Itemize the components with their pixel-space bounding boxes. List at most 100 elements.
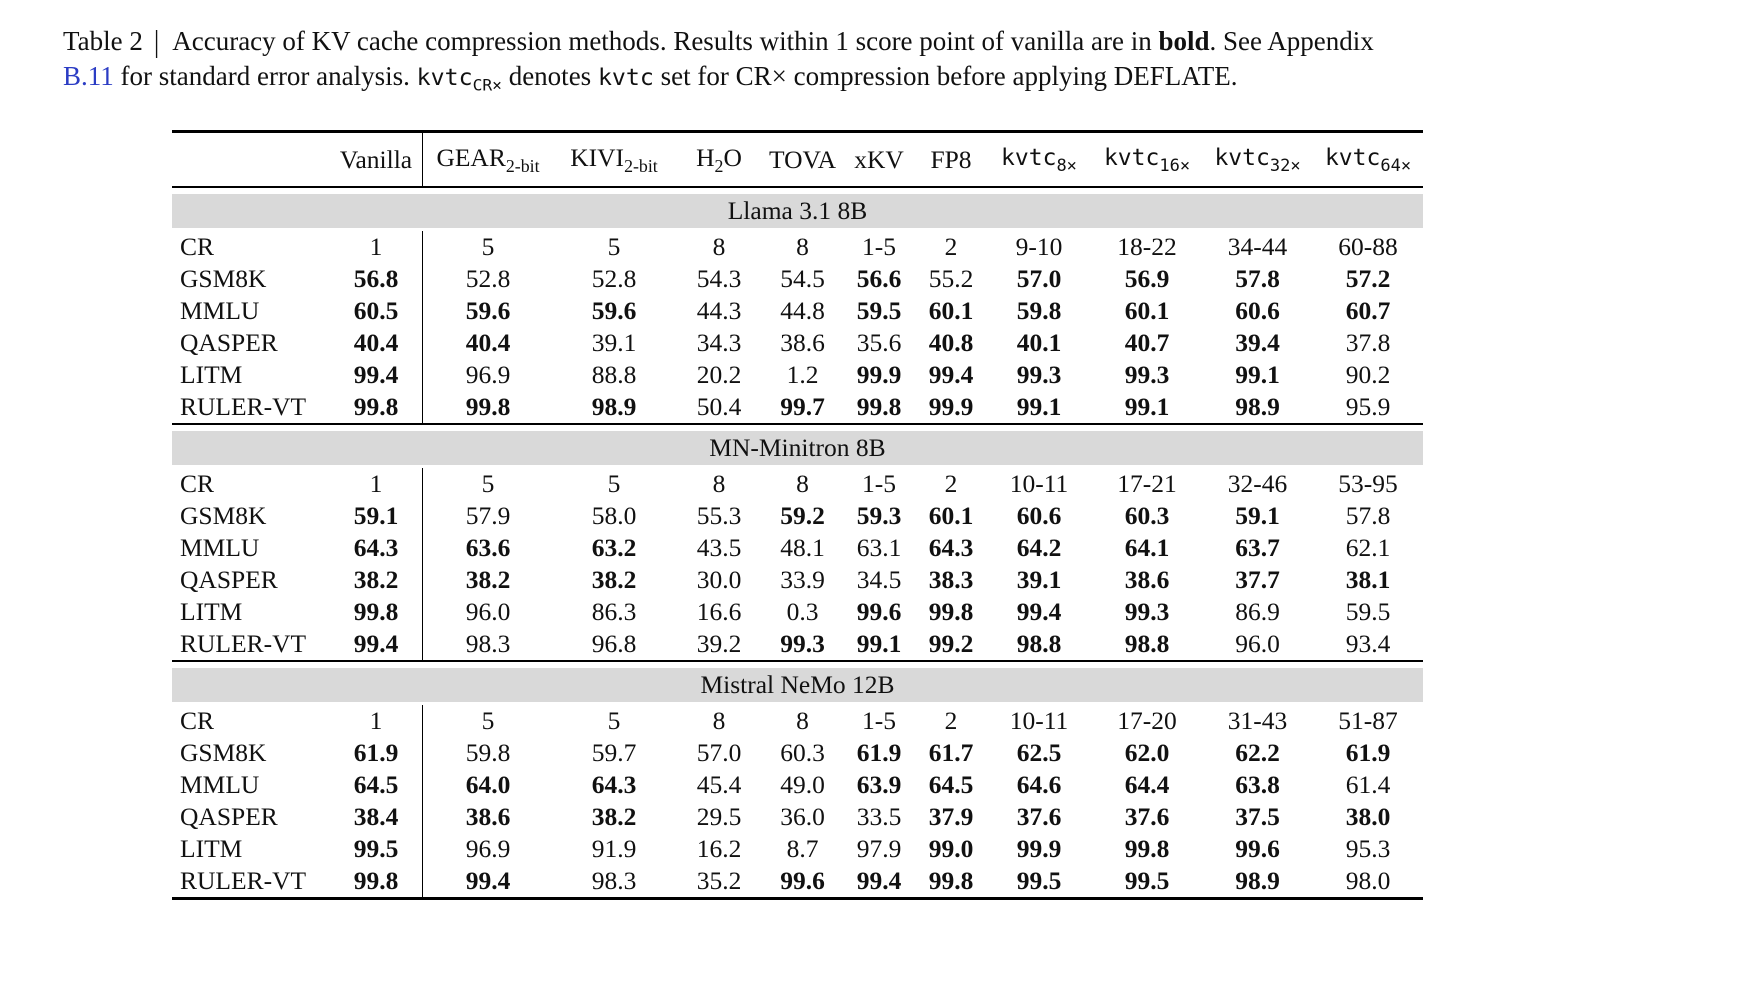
data-cell: 36.0 [780,802,825,832]
data-cell: 60.1 [928,501,974,531]
column-header-text: O [723,143,742,173]
data-cell: 33.9 [780,565,825,595]
column-header: kvtc16× [1092,131,1202,189]
data-cell: 38.2 [465,565,511,595]
row-label: GSM8K [180,501,267,531]
data-cell: 57.9 [465,501,511,531]
table-row: RULER-VT 99.8 99.4 98.3 35.2 99.6 99.4 99.8 99.5… [172,865,1423,899]
column-header-text: kvtc [1214,144,1270,171]
data-cell: 44.3 [696,296,742,326]
data-cell: 59.2 [780,501,825,531]
data-cell: 99.3 [1124,597,1170,627]
data-cell: 44.8 [780,296,825,326]
data-cell: 86.3 [591,597,637,627]
data-cell: 99.1 [1235,360,1280,390]
caption-line-1: Table 2 | Accuracy of KV cache compression… [63,24,1688,59]
data-cell: 43.5 [696,533,742,563]
data-cell: 98.8 [1016,629,1062,659]
data-cell: 98.9 [1235,866,1280,896]
data-cell: 29.5 [696,802,742,832]
data-cell: 64.5 [330,769,423,802]
data-cell: 38.4 [330,801,423,834]
data-cell: 59.6 [591,296,637,326]
data-cell: 2 [944,706,958,736]
data-cell: 40.4 [465,328,511,358]
section-band-row: Llama 3.1 8B [172,187,1423,231]
data-cell: 99.1 [1124,392,1170,422]
table-row: RULER-VT 99.8 99.8 98.9 50.4 99.7 99.8 99.9 99.1… [172,391,1423,425]
row-label: RULER-VT [180,629,307,659]
data-cell: 1-5 [862,232,896,262]
data-cell: 48.1 [780,533,825,563]
column-header-text: kvtc [1103,144,1160,171]
data-cell: 33.5 [856,802,902,832]
column-header-subscript: 2-bit [505,156,540,177]
data-cell: 99.5 [330,833,423,866]
data-cell: 30.0 [696,565,742,595]
data-cell: 99.2 [928,629,974,659]
row-label: QASPER [180,328,278,358]
caption-text: . See Appendix [1209,26,1374,56]
data-cell: 1 [330,705,423,738]
data-cell: 38.1 [1345,565,1391,595]
data-cell: 52.8 [591,264,637,294]
data-cell: 96.0 [1235,629,1280,659]
data-cell: 64.0 [465,770,511,800]
data-cell: 60.3 [1124,501,1170,531]
data-cell: 38.2 [591,802,637,832]
data-cell: 98.8 [1124,629,1170,659]
data-cell: 59.5 [1345,597,1391,627]
caption-separator: | [153,23,160,59]
column-header: FP8 [916,131,986,189]
row-label: LITM [180,834,243,864]
data-cell: 63.7 [1235,533,1280,563]
data-cell: 99.0 [928,834,974,864]
data-cell: 59.8 [465,738,511,768]
data-cell: 59.1 [330,500,423,533]
data-cell: 60.6 [1016,501,1062,531]
data-cell: 99.8 [465,392,511,422]
data-cell: 2 [944,469,958,499]
row-label: QASPER [180,802,278,832]
data-cell: 99.5 [1016,866,1062,896]
data-cell: 57.0 [696,738,742,768]
data-cell: 99.3 [1124,360,1170,390]
data-cell: 8 [712,469,726,499]
data-cell: 64.1 [1124,533,1170,563]
column-header-text: kvtc [1001,144,1057,171]
column-header-text: H [696,143,715,173]
data-cell: 59.5 [856,296,902,326]
data-cell: 54.3 [696,264,742,294]
data-cell: 64.2 [1016,533,1062,563]
table-row: GSM8K 59.1 57.9 58.0 55.3 59.2 59.3 60.1 60.6 60.… [172,500,1423,533]
header-row: Vanilla GEAR2-bit KIVI2-bit H2O TOVA xKV FP8 kv… [172,131,1423,189]
data-cell: 91.9 [591,834,637,864]
table-row: QASPER 38.2 38.2 38.2 30.0 33.9 34.5 38.3 39.1 38… [172,564,1423,597]
column-header-text: FP8 [930,145,972,175]
data-cell: 1 [330,231,423,264]
data-cell: 98.3 [465,629,511,659]
caption-text: Accuracy of KV cache compression methods… [172,26,1159,56]
data-cell: 62.5 [1016,738,1062,768]
data-cell: 8 [796,706,809,736]
data-cell: 59.8 [1016,296,1062,326]
data-cell: 38.2 [330,564,423,597]
table-caption: Table 2 | Accuracy of KV cache compression… [63,24,1688,96]
data-cell: 1-5 [862,469,896,499]
data-cell: 50.4 [696,392,742,422]
data-cell: 59.3 [856,501,902,531]
table-row: CR 1 5 5 8 8 1-5 2 10-11 17-20 31-43 51-87 [172,705,1423,738]
data-cell: 37.5 [1235,802,1280,832]
column-header-subscript: 8× [1056,155,1077,176]
data-cell: 57.0 [1016,264,1062,294]
data-cell: 5 [607,469,621,499]
data-cell: 59.6 [465,296,511,326]
row-label: LITM [180,360,243,390]
data-cell: 34-44 [1227,232,1288,262]
data-cell: 8 [796,232,809,262]
section-title: Mistral NeMo 12B [172,668,1423,703]
appendix-link[interactable]: B.11 [63,60,114,91]
section-title: MN-Minitron 8B [172,431,1423,466]
row-label: RULER-VT [180,392,307,422]
data-cell: 38.6 [780,328,825,358]
